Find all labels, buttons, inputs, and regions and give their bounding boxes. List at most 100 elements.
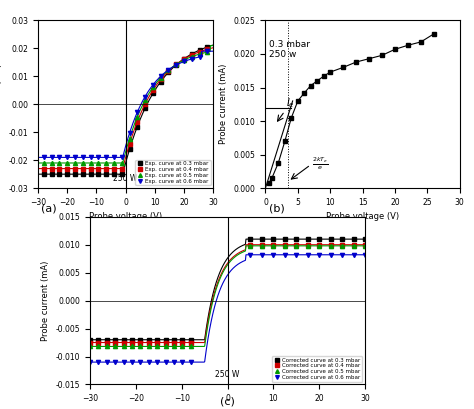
Corrected curve at 0.3 mbar [163,337,169,342]
Line: Corrected curve at 0.4 mbar: Corrected curve at 0.4 mbar [88,243,367,345]
Exp. curve at 0.4 mbar [135,119,140,124]
Corrected curve at 0.4 mbar [163,340,169,345]
Exp. curve at 0.3 mbar [72,172,78,177]
Corrected curve at 0.3 mbar [305,237,310,242]
Exp. curve at 0.6 mbar [158,74,164,79]
Exp. curve at 0.3 mbar [88,172,93,177]
Corrected curve at 0.5 mbar [305,243,310,248]
Exp. curve at 0.4 mbar [56,166,62,171]
Exp. curve at 0.3 mbar [150,91,156,96]
Exp. curve at 0.4 mbar [158,77,164,82]
Corrected curve at 0.6 mbar [112,360,118,364]
Exp. curve at 0.6 mbar [150,83,156,88]
Corrected curve at 0.3 mbar [146,337,152,342]
Corrected curve at 0.6 mbar [163,360,169,364]
Corrected curve at 0.5 mbar [146,344,152,349]
Line: Exp. curve at 0.3 mbar: Exp. curve at 0.3 mbar [42,45,210,176]
Corrected curve at 0.6 mbar [87,360,93,364]
Corrected curve at 0.5 mbar [137,344,143,349]
Exp. curve at 0.5 mbar [150,85,156,90]
Corrected curve at 0.3 mbar [155,337,160,342]
Exp. curve at 0.3 mbar [135,124,140,129]
Corrected curve at 0.4 mbar [146,340,152,345]
Corrected curve at 0.6 mbar [137,360,143,364]
Line: Corrected curve at 0.5 mbar: Corrected curve at 0.5 mbar [88,244,367,348]
Corrected curve at 0.4 mbar [188,340,194,345]
Line: Exp. curve at 0.5 mbar: Exp. curve at 0.5 mbar [42,50,210,165]
Text: $I_e$: $I_e$ [285,96,294,110]
Exp. curve at 0.3 mbar [41,172,46,177]
Exp. curve at 0.4 mbar [189,52,195,57]
Exp. curve at 0.3 mbar [142,106,148,111]
Corrected curve at 0.5 mbar [259,243,264,248]
Corrected curve at 0.6 mbar [96,360,101,364]
Corrected curve at 0.5 mbar [282,243,288,248]
Exp. curve at 0.5 mbar [119,160,125,165]
Exp. curve at 0.5 mbar [189,54,195,59]
Corrected curve at 0.6 mbar [129,360,135,364]
Exp. curve at 0.6 mbar [41,155,46,160]
Exp. curve at 0.4 mbar [205,47,210,52]
Exp. curve at 0.4 mbar [88,166,93,171]
Corrected curve at 0.4 mbar [137,340,143,345]
Exp. curve at 0.6 mbar [103,155,109,160]
Corrected curve at 0.5 mbar [104,344,109,349]
Corrected curve at 0.4 mbar [351,242,356,247]
Exp. curve at 0.6 mbar [205,49,210,54]
Exp. curve at 0.4 mbar [173,62,179,67]
Exp. curve at 0.3 mbar [165,70,171,75]
Corrected curve at 0.6 mbar [146,360,152,364]
Corrected curve at 0.6 mbar [362,252,368,257]
Exp. curve at 0.5 mbar [49,160,55,165]
Text: (b): (b) [269,204,285,213]
Corrected curve at 0.6 mbar [104,360,109,364]
Exp. curve at 0.6 mbar [197,54,202,59]
Corrected curve at 0.3 mbar [96,337,101,342]
Exp. curve at 0.3 mbar [197,47,202,52]
Corrected curve at 0.4 mbar [293,242,299,247]
Corrected curve at 0.4 mbar [96,340,101,345]
Exp. curve at 0.6 mbar [49,155,55,160]
Exp. curve at 0.4 mbar [103,166,109,171]
Text: $\frac{2kT_e}{e}$: $\frac{2kT_e}{e}$ [312,156,328,172]
Exp. curve at 0.4 mbar [165,68,171,73]
Corrected curve at 0.4 mbar [271,242,276,247]
Corrected curve at 0.4 mbar [180,340,185,345]
Text: 250 w: 250 w [269,50,296,59]
Exp. curve at 0.3 mbar [189,52,195,56]
Corrected curve at 0.5 mbar [180,344,185,349]
Corrected curve at 0.5 mbar [271,243,276,248]
Corrected curve at 0.6 mbar [259,252,264,257]
Exp. curve at 0.5 mbar [111,160,117,165]
Corrected curve at 0.4 mbar [171,340,177,345]
Exp. curve at 0.6 mbar [119,155,125,160]
Corrected curve at 0.4 mbar [87,340,93,345]
Corrected curve at 0.3 mbar [271,237,276,242]
Exp. curve at 0.5 mbar [197,52,202,56]
Exp. curve at 0.6 mbar [165,67,171,72]
Exp. curve at 0.4 mbar [142,101,148,106]
Exp. curve at 0.3 mbar [49,172,55,177]
Corrected curve at 0.4 mbar [259,242,264,247]
Exp. curve at 0.3 mbar [173,62,179,67]
Corrected curve at 0.5 mbar [121,344,127,349]
Text: 0.3 mbar: 0.3 mbar [269,40,310,49]
Corrected curve at 0.5 mbar [129,344,135,349]
Corrected curve at 0.3 mbar [316,237,322,242]
Exp. curve at 0.6 mbar [56,155,62,160]
Exp. curve at 0.5 mbar [41,160,46,165]
Exp. curve at 0.5 mbar [173,62,179,67]
Corrected curve at 0.3 mbar [339,237,345,242]
Exp. curve at 0.4 mbar [150,88,156,93]
Exp. curve at 0.5 mbar [165,67,171,72]
Exp. curve at 0.6 mbar [64,155,70,160]
Exp. curve at 0.4 mbar [95,166,101,171]
Corrected curve at 0.3 mbar [282,237,288,242]
Corrected curve at 0.5 mbar [188,344,194,349]
Exp. curve at 0.6 mbar [95,155,101,160]
Exp. curve at 0.4 mbar [119,166,125,171]
Line: Exp. curve at 0.6 mbar: Exp. curve at 0.6 mbar [42,49,210,160]
Corrected curve at 0.4 mbar [328,242,334,247]
Corrected curve at 0.6 mbar [282,252,288,257]
Exp. curve at 0.4 mbar [41,166,46,171]
